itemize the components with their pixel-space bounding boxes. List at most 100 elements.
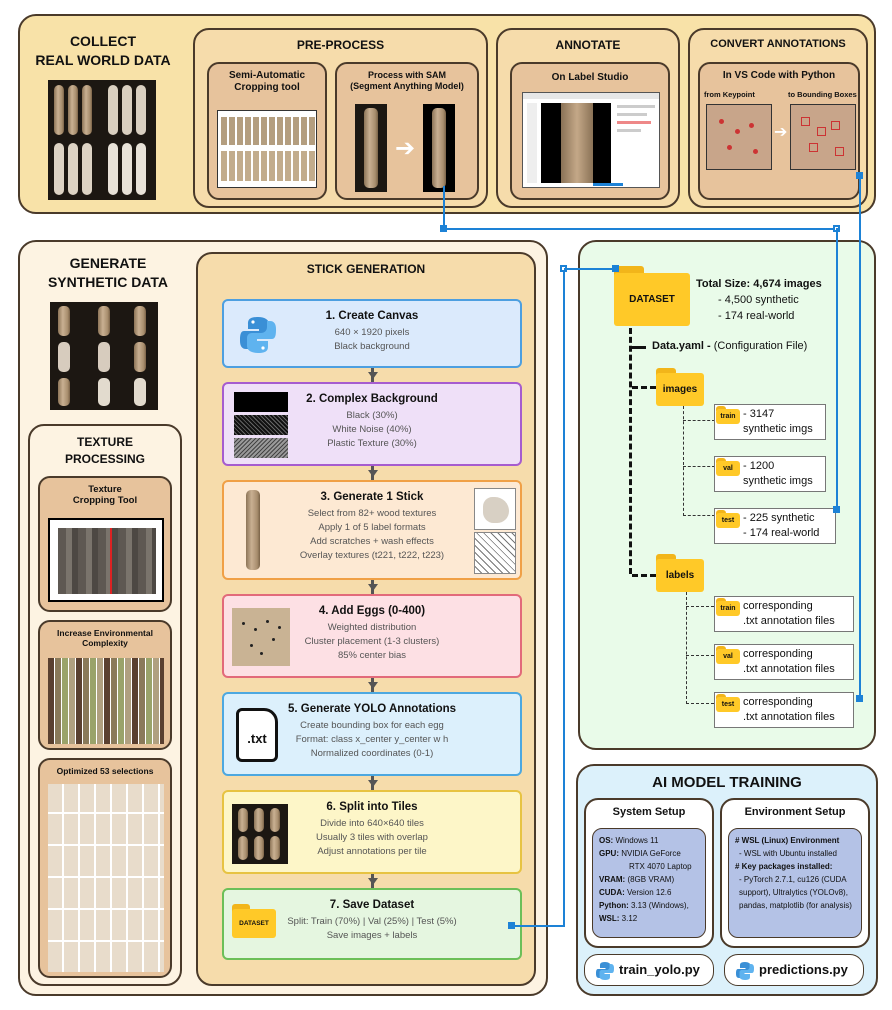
texture-processing-box: TEXTURE PROCESSING Texture Cropping Tool… [28,424,182,986]
env-line: - WSL with Ubuntu installed [739,849,837,858]
step-title: 3. Generate 1 Stick [320,491,424,503]
step-title: 6. Split into Tiles [326,801,418,813]
connector-line [563,269,565,927]
step-line: 85% center bias [337,650,407,661]
tree-branch-yaml [632,346,646,349]
step-line: Cluster placement (1-3 clusters) [304,636,440,647]
step-arrow [368,470,378,477]
step-split-tiles: 6. Split into Tiles Divide into 640×640 … [222,790,522,874]
spec-line: GPU: NVIDIA GeForce [599,849,681,858]
dataset-folder-icon: DATASET [614,266,690,326]
step-line: Black background [334,341,410,352]
system-specs: OS: Windows 11 GPU: NVIDIA GeForce RTX 4… [592,828,706,938]
label-studio-screenshot [522,92,660,188]
test-folder-label: test [716,513,740,528]
arrow-right-icon: ➔ [774,124,788,141]
stick-generation-title: STICK GENERATION [306,262,426,276]
generate-title: GENERATE SYNTHETIC DATA [47,255,169,290]
annotate-title: ANNOTATE [555,38,621,52]
step-save-dataset: 7. Save Dataset Split: Train (70%) | Val… [222,888,522,960]
step-line: Plastic Texture (30%) [327,438,417,449]
env-line: # WSL (Linux) Environment [735,836,840,845]
training-title: AI MODEL TRAINING [652,774,802,791]
preprocess-box: PRE-PROCESS Semi-Automatic Cropping tool… [193,28,488,208]
step-line: Weighted distribution [327,622,417,633]
tree-branch [683,466,715,467]
tree-branch [686,703,714,704]
step-line: Format: class x_center y_center w h [295,734,449,745]
from-keypoint-label: from Keypoint [704,90,755,99]
tree-branch [686,606,714,607]
tree-branch-labels [632,574,656,577]
spec-line: CUDA: Version 12.6 [599,888,672,897]
env-line: - PyTorch 2.7.1, cu126 (CUDA support), U… [739,875,852,910]
labels-folder-icon: labels [656,554,704,592]
arrow-right-icon: ➔ [395,135,416,162]
img-train-desc: - 3147 synthetic imgs [743,408,813,435]
img-val-box: val - 1200 synthetic imgs [714,456,826,492]
bg-noise-swatch [234,415,288,435]
step-arrow [368,878,378,885]
to-bbox-label: to Bounding Boxes [788,90,857,99]
step-title: 1. Create Canvas [325,310,419,322]
labels-folder-label: labels [656,559,704,592]
cropping-tool-box: Semi-Automatic Cropping tool [207,62,327,200]
env-specs: # WSL (Linux) Environment - WSL with Ubu… [728,828,862,938]
step-title: 7. Save Dataset [329,899,415,911]
step-yolo-annotations: 5. Generate YOLO Annotations Create boun… [222,692,522,776]
predictions-script-label: predictions.py [759,962,848,977]
keypoint-photo [706,104,772,170]
spec-line: Python: 3.13 (Windows), [599,901,689,910]
lbl-test-desc: corresponding .txt annotation files [743,696,835,723]
test-folder-icon: test [716,694,740,712]
step-line: Add scratches + wash effects [310,536,434,547]
img-test-box: test - 225 synthetic - 174 real-world [714,508,836,544]
train-folder-label: train [716,409,740,424]
step-arrow [368,584,378,591]
generate-photo [50,302,158,410]
dataset-folder-icon: DATASET [232,904,276,938]
tree-branch [683,420,715,421]
dataset-folder-label: DATASET [232,909,276,938]
connector-line [443,186,445,228]
optimized-photo [48,784,164,972]
txt-file-icon: .txt [236,708,278,762]
val-folder-label: val [716,461,740,476]
connector-line [859,176,861,698]
step-line: Normalized coordinates (0-1) [310,748,434,759]
step-arrow [368,372,378,379]
test-folder-icon: test [716,510,740,528]
spec-line: OS: Windows 11 [599,836,659,845]
env-line: # Key packages installed: [735,862,833,871]
connector-line [836,228,838,510]
step-title: 5. Generate YOLO Annotations [287,703,457,715]
step-line: Adjust annotations per tile [317,846,427,857]
val-folder-icon: val [716,646,740,664]
step-line: Black (30%) [346,410,398,421]
system-setup-title: System Setup [612,806,686,818]
complexity-box: Increase Environmental Complexity [38,620,172,750]
sam-box: Process with SAM (Segment Anything Model… [335,62,479,200]
step-arrow [368,780,378,787]
collect-title: COLLECT REAL WORLD DATA [35,33,171,68]
connector-node [612,265,619,272]
step-generate-stick: 3. Generate 1 Stick Select from 82+ wood… [222,480,522,580]
step-complex-background: 2. Complex Background Black (30%) White … [222,382,522,466]
eggs-photo [232,608,290,666]
train-folder-icon: train [716,406,740,424]
test-folder-label: test [716,697,740,712]
python-icon [240,317,276,353]
lbl-train-box: train corresponding .txt annotation file… [714,596,854,632]
images-folder-icon: images [656,368,704,406]
complexity-photo [48,658,164,744]
bg-black-swatch [234,392,288,412]
predictions-script-button[interactable]: predictions.py [724,954,864,986]
img-test-desc: - 225 synthetic - 174 real-world [743,512,820,539]
step-line: White Noise (40%) [332,424,412,435]
train-script-button[interactable]: train_yolo.py [584,954,714,986]
images-subtree [683,406,684,516]
tree-branch-images [632,386,656,389]
step-add-eggs: 4. Add Eggs (0-400) Weighted distributio… [222,594,522,678]
lbl-val-box: val corresponding .txt annotation files [714,644,854,680]
python-icon [736,962,754,980]
